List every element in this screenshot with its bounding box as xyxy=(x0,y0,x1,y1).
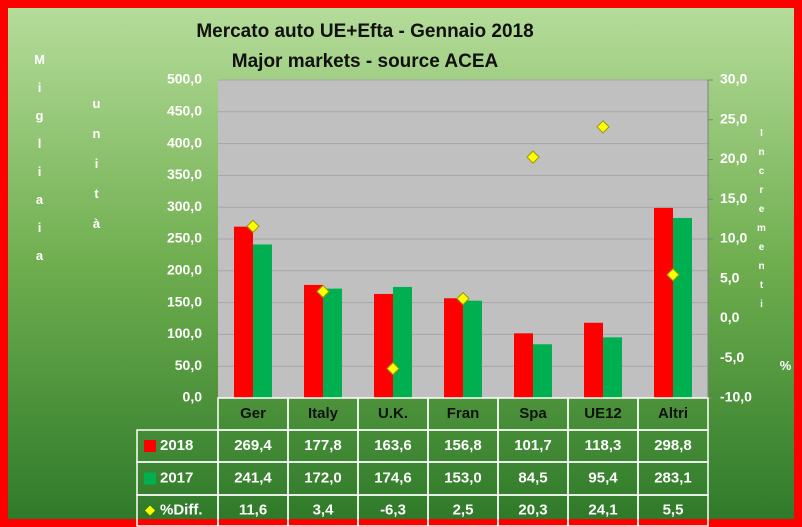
table-value: 163,6 xyxy=(374,437,412,454)
bar xyxy=(514,333,533,398)
table-value: 177,8 xyxy=(304,437,342,454)
table-value: 11,6 xyxy=(239,501,267,518)
table-value: 241,4 xyxy=(234,469,272,486)
diamond-marker xyxy=(316,284,330,299)
legend-label: 2017 xyxy=(160,469,193,486)
diamond-marker xyxy=(526,150,540,164)
y-tick-label: 250,0 xyxy=(167,230,202,246)
bar xyxy=(304,284,323,398)
y2-tick-label: 15,0 xyxy=(720,190,747,206)
y-tick-label: 50,0 xyxy=(175,357,202,373)
table-value: -6,3 xyxy=(380,501,406,518)
y-axis-label: Migliaia xyxy=(32,52,47,276)
chart-subtitle: Major markets - source ACEA xyxy=(232,51,499,72)
legend-key xyxy=(145,505,155,516)
y-tick-label: 100,0 xyxy=(167,325,202,341)
bar xyxy=(374,293,393,398)
y-tick-label: 400,0 xyxy=(167,134,202,150)
y2-tick-label: 25,0 xyxy=(720,110,747,126)
diamond-marker xyxy=(596,120,610,134)
table-value: 95,4 xyxy=(588,469,618,486)
x-tick-label: U.K. xyxy=(378,405,408,422)
bar xyxy=(654,207,673,398)
bar xyxy=(463,300,482,398)
y2-tick-label: 0,0 xyxy=(720,309,740,325)
bar xyxy=(253,244,272,398)
y-tick-label: 350,0 xyxy=(167,166,202,182)
table-value: 5,5 xyxy=(663,501,684,518)
x-tick-label: Altri xyxy=(658,405,688,422)
table-value: 2,5 xyxy=(453,501,474,518)
diamond-marker xyxy=(666,268,680,282)
table-value: 283,1 xyxy=(654,469,692,486)
table-value: 172,0 xyxy=(304,469,342,486)
table-value: 298,8 xyxy=(654,437,692,454)
y2-tick-label: 5,0 xyxy=(720,269,740,285)
y-tick-label: 500,0 xyxy=(167,71,202,87)
y2-axis-label: Incrementi xyxy=(756,128,767,318)
bar xyxy=(603,337,622,398)
y2-tick-label: -5,0 xyxy=(720,349,744,365)
diamond-marker xyxy=(386,361,400,376)
y2-axis-label: % xyxy=(778,358,793,373)
table-value: 3,4 xyxy=(313,501,335,518)
y2-tick-label: 20,0 xyxy=(720,150,747,166)
y2-tick-label: 10,0 xyxy=(720,230,747,246)
legend-label: %Diff. xyxy=(160,501,203,518)
bar xyxy=(584,322,603,398)
x-tick-label: Spa xyxy=(519,405,547,422)
bar xyxy=(393,286,412,398)
y-tick-label: 150,0 xyxy=(167,293,202,309)
table-cell xyxy=(637,494,709,527)
y-tick-label: 200,0 xyxy=(167,262,202,278)
y-tick-label: 450,0 xyxy=(167,103,202,119)
y2-tick-label: -10,0 xyxy=(720,389,752,405)
bar xyxy=(533,344,552,398)
bar xyxy=(673,217,692,398)
chart-title: Mercato auto UE+Efta - Gennaio 2018 xyxy=(196,21,533,42)
table-value: 156,8 xyxy=(444,437,482,454)
table-value: 20,3 xyxy=(518,501,547,518)
bar xyxy=(444,298,463,398)
table-value: 153,0 xyxy=(444,469,482,486)
x-tick-label: UE12 xyxy=(584,405,622,422)
table-value: 84,5 xyxy=(518,469,547,486)
diamond-marker xyxy=(456,291,470,306)
y-axis-label: unità xyxy=(89,96,104,246)
table-value: 24,1 xyxy=(588,501,617,518)
diamond-marker xyxy=(246,219,260,233)
x-tick-label: Ger xyxy=(240,405,266,422)
legend-key xyxy=(144,440,156,452)
bar xyxy=(323,288,342,398)
legend-label: 2018 xyxy=(160,437,193,454)
table-value: 101,7 xyxy=(514,437,552,454)
x-tick-label: Fran xyxy=(447,405,480,422)
table-value: 269,4 xyxy=(234,437,272,454)
bar xyxy=(234,226,253,398)
table-value: 118,3 xyxy=(585,437,622,454)
x-tick-label: Italy xyxy=(308,405,339,422)
table-value: 174,6 xyxy=(374,469,412,486)
y-tick-label: 300,0 xyxy=(167,198,202,214)
y-tick-label: 0,0 xyxy=(183,389,203,405)
y2-tick-label: 30,0 xyxy=(720,71,747,87)
legend-key xyxy=(144,472,156,485)
